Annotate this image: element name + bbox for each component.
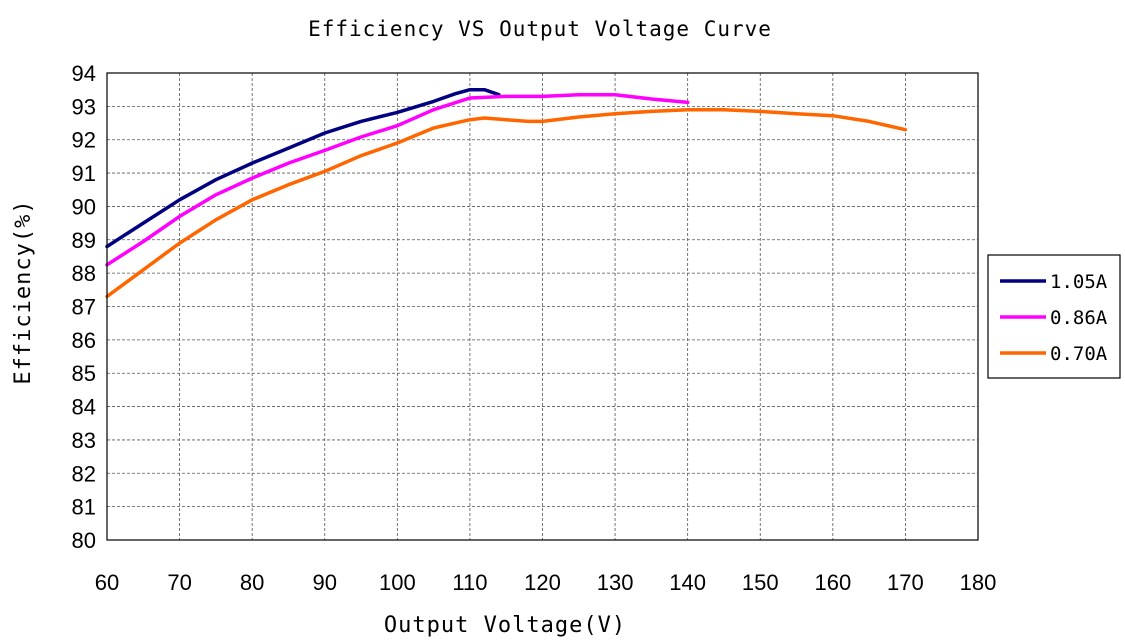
x-tick-label: 100 xyxy=(379,570,416,595)
chart-title: Efficiency VS Output Voltage Curve xyxy=(308,17,772,41)
y-tick-label: 92 xyxy=(72,128,96,153)
x-tick-label: 110 xyxy=(452,570,487,595)
plot-area-frame xyxy=(106,72,979,541)
y-tick-label: 94 xyxy=(72,61,96,86)
x-tick-label: 150 xyxy=(742,570,779,595)
x-tick-label: 140 xyxy=(669,570,706,595)
legend: 1.05A 0.86A 0.70A xyxy=(987,254,1121,379)
x-tick-label: 90 xyxy=(313,570,337,595)
x-axis-label: Output Voltage(V) xyxy=(384,613,626,638)
x-tick-label: 130 xyxy=(597,570,634,595)
legend-label: 0.70A xyxy=(1050,343,1108,365)
y-tick-label: 81 xyxy=(72,495,96,520)
y-tick-label: 91 xyxy=(72,161,96,186)
y-tick-label: 85 xyxy=(72,361,96,386)
y-axis-label: Efficiency(%) xyxy=(11,199,36,384)
y-tick-label: 88 xyxy=(72,261,96,286)
y-tick-label: 82 xyxy=(72,461,96,486)
x-tick-label: 70 xyxy=(167,570,191,595)
legend-label: 0.86A xyxy=(1050,307,1108,329)
series-line-0.86A xyxy=(105,92,690,267)
series-line-0.70A xyxy=(105,107,908,299)
y-tick-label: 84 xyxy=(72,395,96,420)
x-tick-label: 180 xyxy=(960,570,997,595)
x-tick-label: 80 xyxy=(240,570,264,595)
x-tick-label: 160 xyxy=(814,570,851,595)
x-tick-label: 60 xyxy=(95,570,119,595)
y-tick-label: 87 xyxy=(72,295,96,320)
y-tick-label: 80 xyxy=(72,528,96,553)
y-tick-label: 93 xyxy=(72,94,96,119)
legend-label: 1.05A xyxy=(1050,271,1108,293)
y-tick-label: 86 xyxy=(72,328,96,353)
y-tick-label: 90 xyxy=(72,194,96,219)
y-tick-label: 83 xyxy=(72,428,96,453)
y-tick-label: 89 xyxy=(72,228,96,253)
x-axis-ticks: 60 70 80 90 100 110 120 130 140 150 160 170 180 xyxy=(95,570,997,595)
series-line-1.05A xyxy=(105,87,501,249)
y-axis-ticks: 80 81 82 83 84 85 86 87 88 89 90 91 92 93 94 xyxy=(72,61,96,553)
x-tick-label: 170 xyxy=(887,570,924,595)
x-tick-label: 120 xyxy=(524,570,561,595)
grid xyxy=(107,73,978,540)
series-lines xyxy=(105,87,908,299)
